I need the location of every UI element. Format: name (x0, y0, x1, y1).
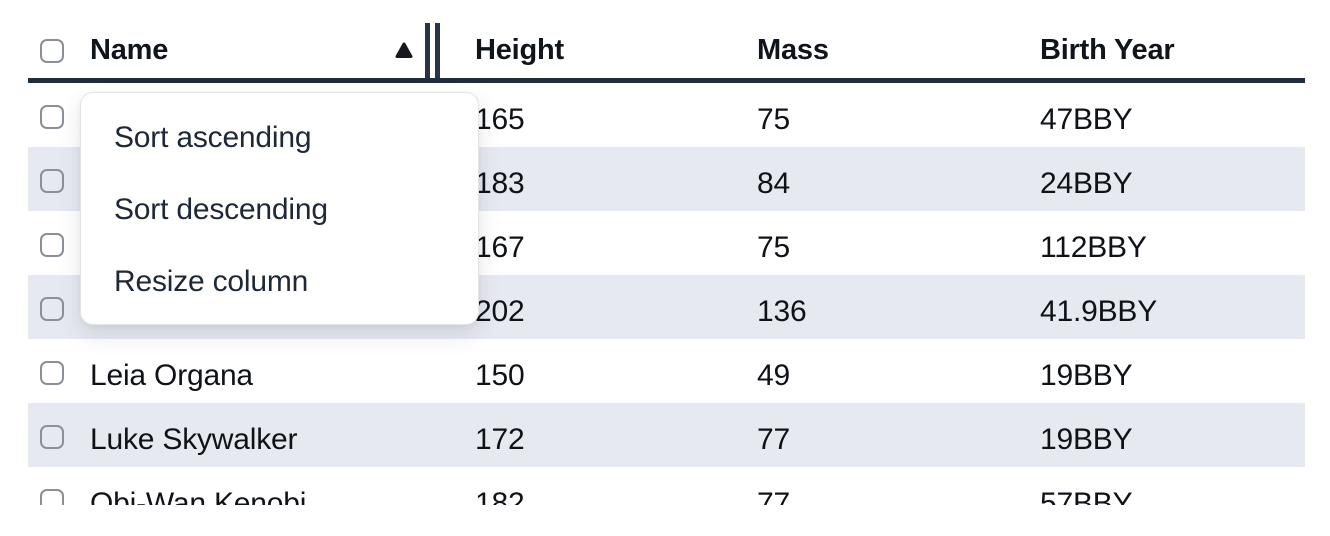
cell-height: 202 (475, 294, 525, 328)
row-checkbox[interactable] (40, 168, 64, 193)
row-select-cell (28, 222, 90, 265)
column-header-height[interactable]: Height (475, 23, 757, 78)
row-select-cell (28, 350, 90, 393)
table-row: 165 75 47BBY (28, 83, 1305, 147)
column-header-mass[interactable]: Mass (757, 23, 1040, 78)
column-header-name-label: Name (90, 34, 169, 66)
cell-height: 165 (475, 102, 525, 136)
cell-name: Luke Skywalker (90, 422, 298, 456)
row-select-cell (28, 94, 90, 137)
cell-mass: 84 (757, 166, 790, 200)
column-header-mass-label: Mass (757, 34, 829, 66)
column-header-birth-year[interactable]: Birth Year (1040, 23, 1305, 78)
column-resize-handle[interactable] (425, 23, 440, 78)
resize-bar-left (425, 23, 430, 78)
row-select-cell (28, 478, 90, 505)
cell-mass: 49 (757, 358, 790, 392)
table-row: 167 75 112BBY (28, 211, 1305, 275)
cell-birth-year: 47BBY (1040, 102, 1133, 136)
cell-height: 183 (475, 166, 525, 200)
context-menu-item[interactable]: Resize column (114, 265, 309, 298)
cell-mass: 75 (757, 102, 790, 136)
cell-height: 150 (475, 358, 525, 392)
cell-height: 182 (475, 486, 525, 506)
column-header-name[interactable]: Name (90, 23, 475, 78)
table-row: Leia Organa 150 49 19BBY (28, 339, 1305, 403)
resize-bar-right (435, 23, 440, 78)
cell-name: Obi-Wan Kenobi (90, 486, 307, 506)
select-all-checkbox[interactable] (40, 38, 64, 63)
cell-birth-year: 24BBY (1040, 166, 1133, 200)
context-menu-item[interactable]: Sort ascending (114, 121, 312, 154)
row-checkbox[interactable] (40, 360, 64, 385)
table-row: Luke Skywalker 172 77 19BBY (28, 403, 1305, 467)
row-select-cell (28, 286, 90, 329)
row-checkbox[interactable] (40, 232, 64, 257)
table-header-row: Name Height Mass Birth Year (28, 0, 1305, 83)
cell-mass: 77 (757, 422, 790, 456)
sort-ascending-icon (395, 42, 413, 58)
cell-mass: 136 (757, 294, 807, 328)
column-header-birth-year-label: Birth Year (1040, 34, 1175, 66)
context-menu-item[interactable]: Sort descending (114, 193, 328, 226)
table-row: Obi-Wan Kenobi 182 77 57BBY (28, 467, 1305, 505)
row-select-cell (28, 414, 90, 457)
cell-height: 167 (475, 230, 525, 264)
cell-name: Leia Organa (90, 358, 253, 392)
column-header-height-label: Height (475, 34, 565, 66)
row-checkbox[interactable] (40, 424, 64, 449)
cell-mass: 75 (757, 230, 790, 264)
cell-birth-year: 112BBY (1040, 230, 1147, 264)
cell-height: 172 (475, 422, 525, 456)
column-context-menu: Sort ascending Sort descending Resize co… (80, 92, 479, 325)
cell-birth-year: 19BBY (1040, 358, 1133, 392)
row-checkbox[interactable] (40, 296, 64, 321)
row-checkbox[interactable] (40, 104, 64, 129)
cell-birth-year: 57BBY (1040, 486, 1133, 506)
row-select-cell (28, 158, 90, 201)
cell-mass: 77 (757, 486, 790, 506)
cell-birth-year: 41.9BBY (1040, 294, 1158, 328)
row-checkbox[interactable] (40, 488, 64, 505)
cell-birth-year: 19BBY (1040, 422, 1133, 456)
select-all-cell (28, 23, 90, 78)
